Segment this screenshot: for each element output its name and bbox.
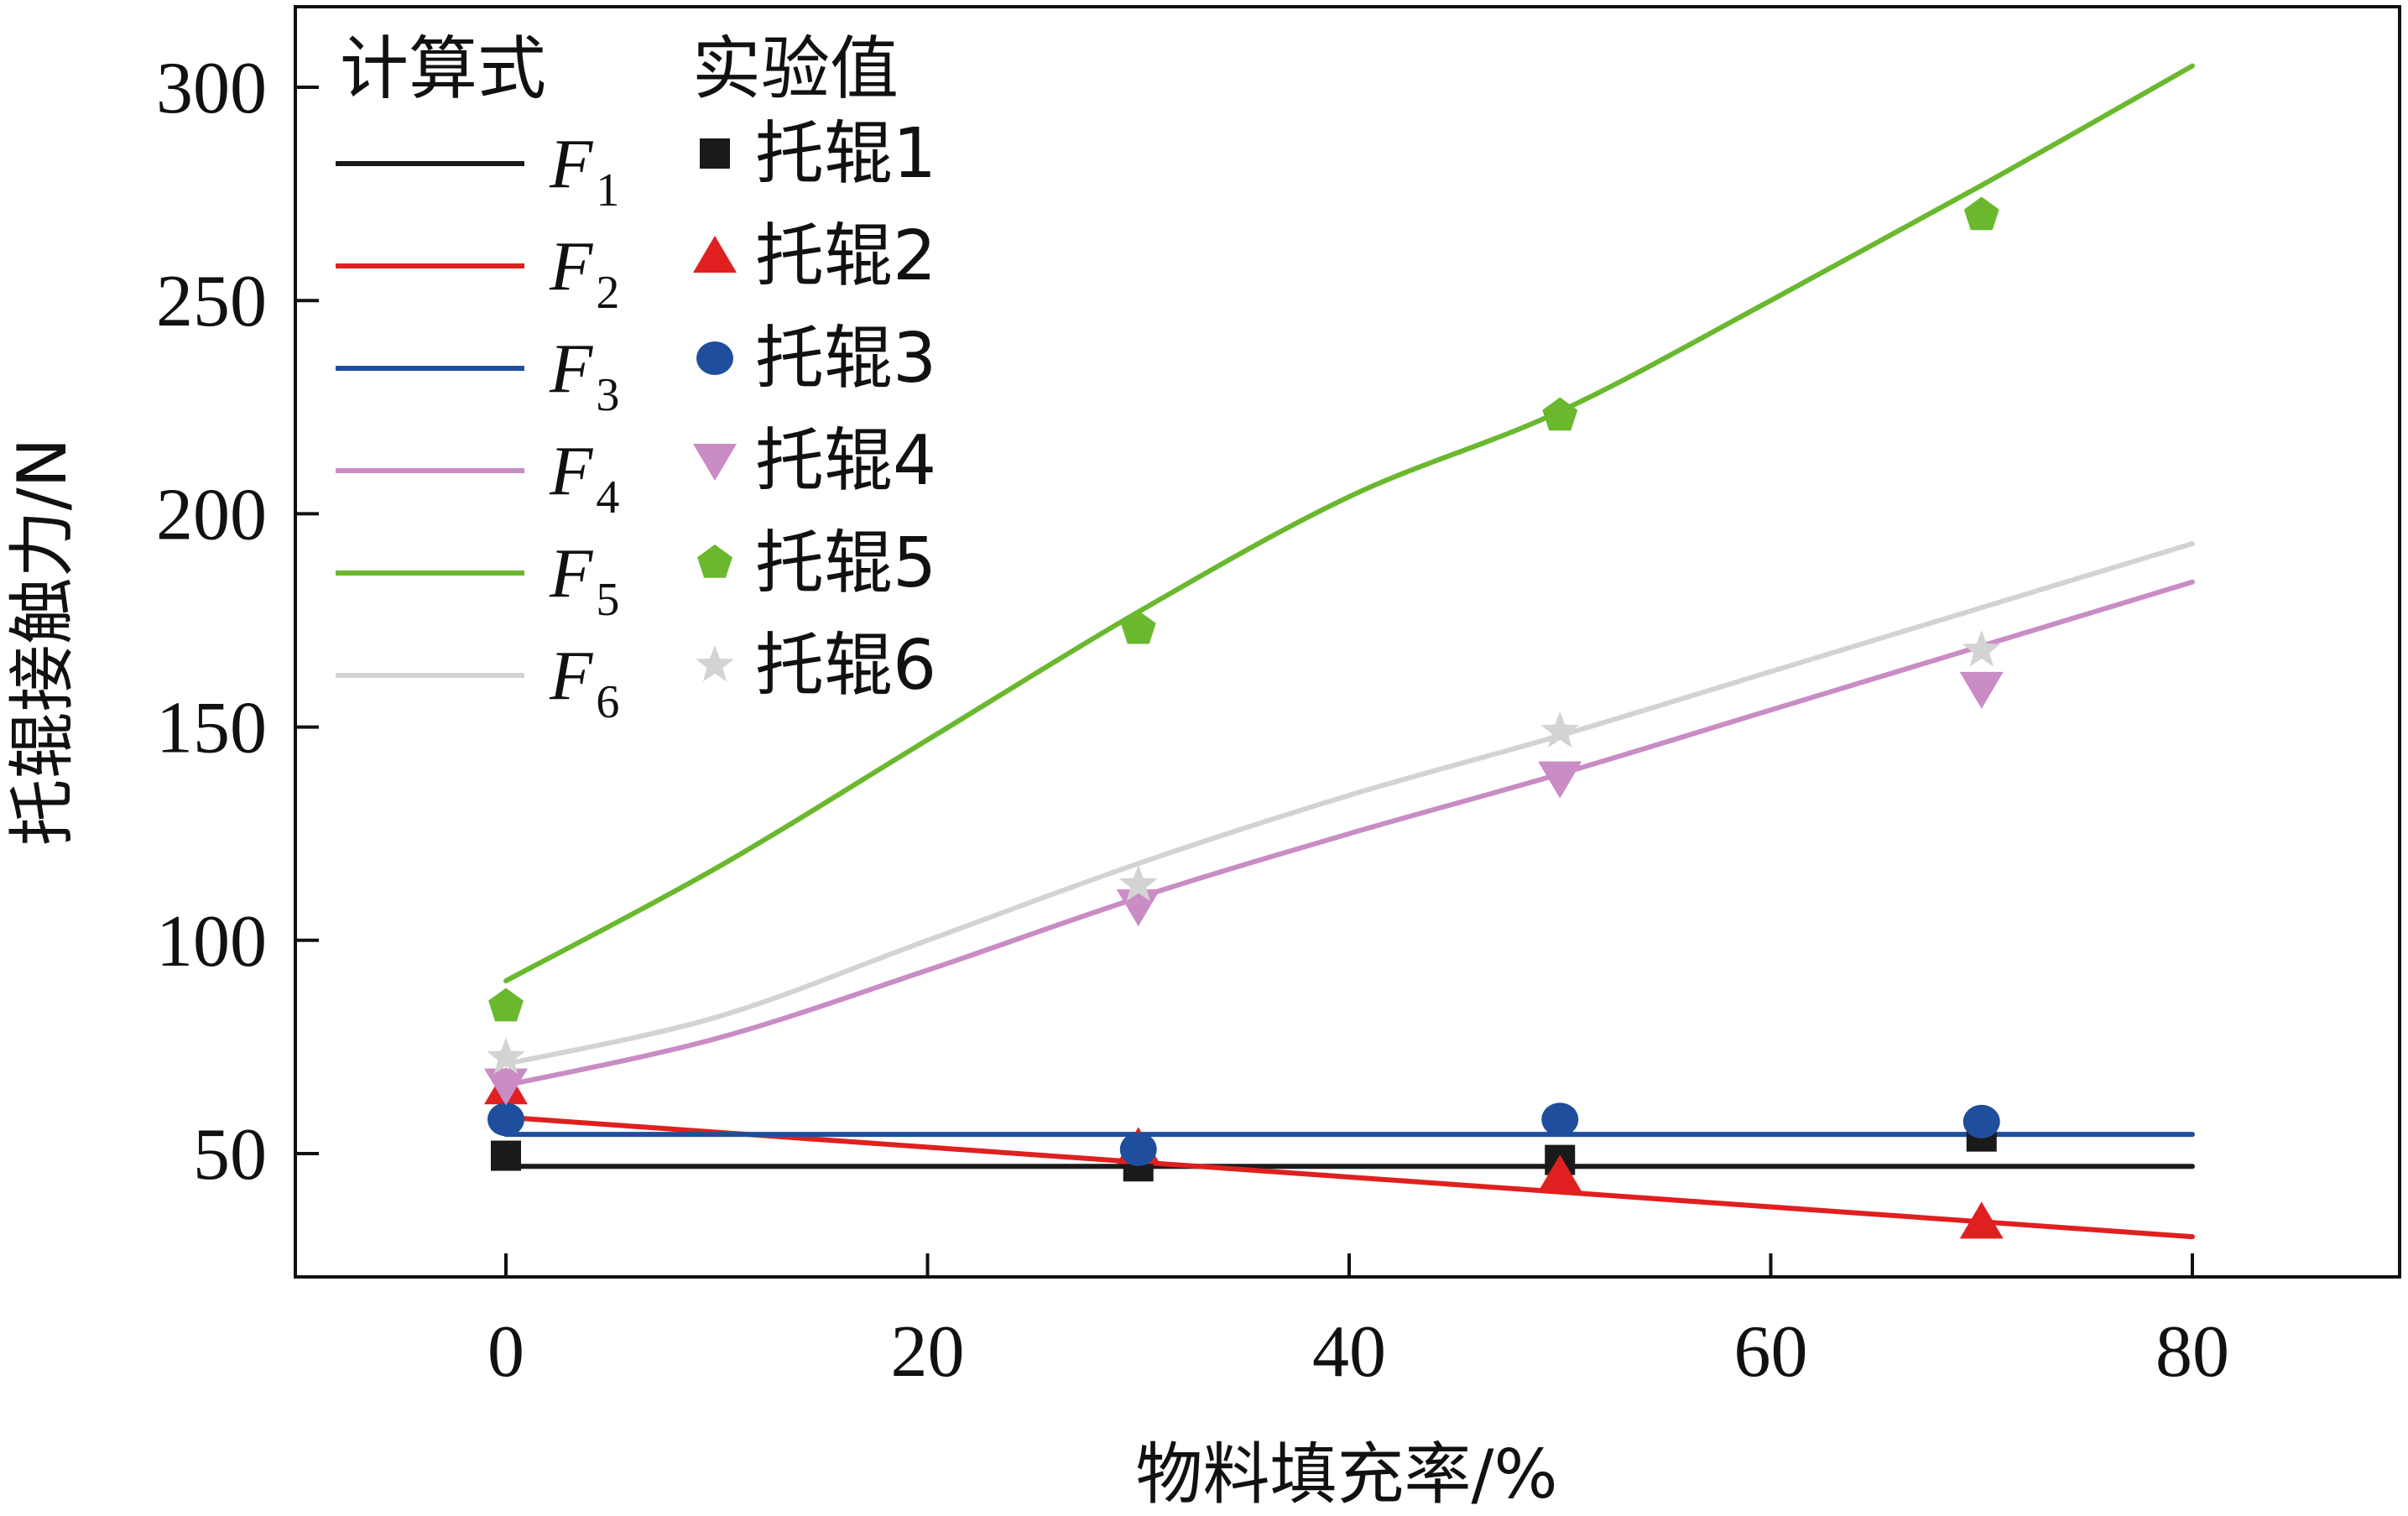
legend-items: F1 托辊1 F2 托辊2 F3 托辊3 F4 托辊4 F5 托辊5 F6 托辊6 [336, 114, 936, 728]
legend-marker-6 [696, 645, 734, 682]
y-tick-label: 50 [193, 1114, 267, 1196]
legend-label-f2: F2 [549, 227, 619, 319]
exp-point-2 [1538, 1154, 1582, 1192]
legend-exp-label-4: 托辊4 [755, 421, 936, 501]
legend-label-f6: F6 [549, 637, 619, 728]
legend-right-header: 实验值 [692, 29, 899, 109]
legend-exp-label-1: 托辊1 [755, 114, 936, 194]
legend-label-f1: F1 [549, 125, 619, 216]
exp-point-4 [1116, 889, 1160, 927]
exp-point-3 [1541, 1102, 1579, 1137]
legend-exp-label-5: 托辊5 [755, 524, 936, 603]
exp-point-5 [1542, 397, 1578, 431]
calculated-curves [503, 63, 2195, 1240]
legend: 计算式 实验值 F1 托辊1 F2 托辊2 F3 托辊3 F4 托辊4 F5 托辊5 F6 托辊6 [336, 29, 936, 728]
legend-exp-label-3: 托辊3 [755, 319, 936, 399]
y-tick-label: 250 [156, 261, 267, 342]
exp-point-6 [487, 1037, 525, 1074]
legend-label-f3: F3 [549, 330, 619, 421]
exp-point-6 [1962, 630, 2001, 667]
legend-left-header: 计算式 [340, 29, 546, 109]
legend-marker-4 [693, 444, 737, 481]
x-axis: 0 20 40 60 80 [487, 1253, 2229, 1393]
exp-point-5 [1963, 196, 1999, 231]
exp-point-4 [1959, 671, 2004, 709]
y-axis-title: 托辊接触力/N [3, 438, 81, 847]
y-axis: 50 100 150 200 250 300 [156, 48, 319, 1196]
legend-marker-3 [696, 341, 733, 375]
exp-point-3 [1119, 1132, 1157, 1166]
y-tick-label: 200 [156, 474, 267, 555]
exp-point-6 [1118, 864, 1158, 902]
legend-marker-2 [693, 236, 737, 273]
x-tick-label: 40 [1312, 1311, 1386, 1393]
y-tick-label: 100 [156, 901, 267, 982]
exp-point-4 [484, 1068, 528, 1106]
legend-label-f5: F5 [549, 534, 619, 626]
exp-point-2 [1959, 1201, 2004, 1239]
exp-point-5 [488, 987, 524, 1022]
exp-point-3 [1962, 1104, 2000, 1138]
legend-marker-5 [697, 544, 732, 578]
y-tick-label: 150 [156, 688, 267, 769]
x-tick-label: 20 [891, 1311, 965, 1393]
exp-point-1 [491, 1140, 521, 1171]
calc-curve-f5 [503, 63, 2195, 984]
calc-curve-f6 [503, 540, 2195, 1067]
experimental-markers [484, 196, 2004, 1239]
x-tick-label: 80 [2155, 1311, 2229, 1393]
legend-exp-label-6: 托辊6 [755, 626, 936, 706]
exp-point-4 [1538, 761, 1582, 799]
calc-curve-f2 [503, 1114, 2195, 1240]
calc-curve-f4 [503, 579, 2195, 1088]
x-tick-label: 60 [1734, 1311, 1808, 1393]
exp-point-6 [1540, 711, 1580, 748]
x-axis-title: 物料填充率/% [1136, 1435, 1558, 1513]
exp-point-3 [487, 1102, 524, 1137]
y-tick-label: 300 [156, 48, 267, 129]
exp-point-5 [1120, 610, 1156, 644]
legend-marker-1 [700, 138, 730, 169]
legend-label-f4: F4 [549, 432, 619, 524]
legend-exp-label-2: 托辊2 [755, 216, 936, 296]
x-tick-label: 0 [487, 1311, 524, 1393]
